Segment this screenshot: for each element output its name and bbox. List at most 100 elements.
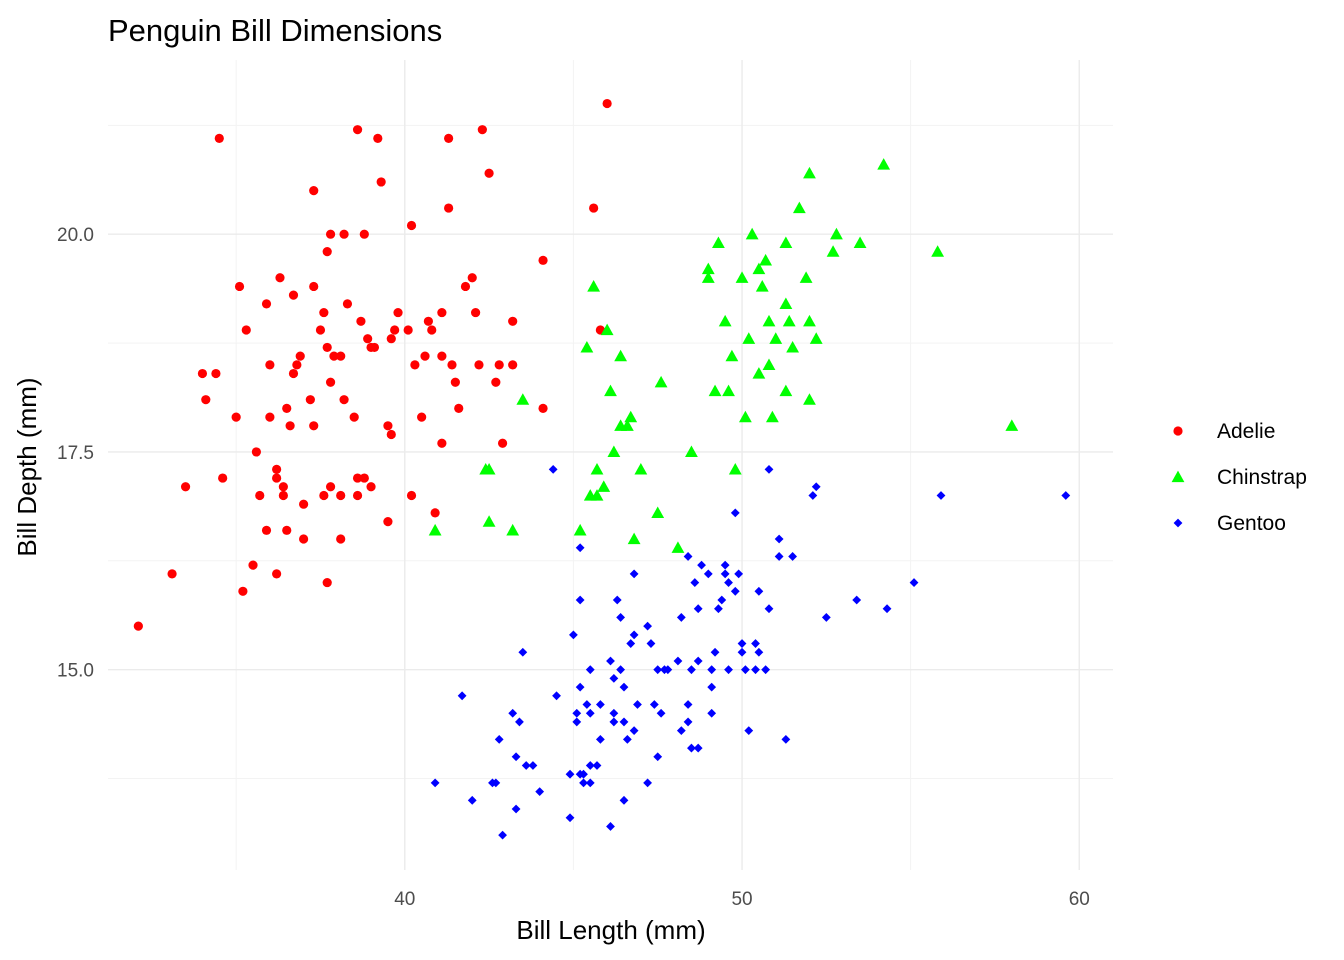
point-chinstrap <box>752 262 766 275</box>
legend-label: Adelie <box>1217 420 1275 443</box>
point-chinstrap <box>803 393 816 405</box>
point-adelie <box>491 377 501 387</box>
y-axis-title: Bill Depth (mm) <box>12 377 42 556</box>
point-adelie <box>417 412 427 422</box>
point-adelie <box>444 203 454 213</box>
point-gentoo <box>764 604 774 614</box>
point-gentoo <box>515 717 524 727</box>
point-adelie <box>336 490 346 501</box>
point-adelie <box>406 220 417 231</box>
point-gentoo <box>649 700 659 709</box>
point-adelie <box>325 482 336 492</box>
point-gentoo <box>687 665 696 675</box>
point-gentoo <box>774 534 784 544</box>
y-tick-label: 17.5 <box>57 443 94 464</box>
point-gentoo <box>730 508 740 518</box>
point-adelie <box>180 482 191 492</box>
point-adelie <box>275 273 285 283</box>
point-chinstrap <box>651 506 665 519</box>
point-chinstrap <box>735 271 749 283</box>
point-adelie <box>508 360 518 370</box>
point-adelie <box>292 360 302 370</box>
point-adelie <box>497 438 508 448</box>
point-gentoo <box>619 795 629 805</box>
point-adelie <box>265 360 275 370</box>
point-gentoo <box>653 665 663 675</box>
x-axis-title: Bill Length (mm) <box>516 915 705 945</box>
point-adelie <box>359 473 369 483</box>
point-gentoo <box>606 656 615 666</box>
point-gentoo <box>622 734 632 744</box>
point-gentoo <box>585 761 595 770</box>
point-gentoo <box>548 464 558 474</box>
point-adelie <box>356 316 366 326</box>
point-adelie <box>352 490 363 501</box>
point-chinstrap <box>590 462 604 475</box>
point-adelie <box>538 403 548 413</box>
point-adelie <box>305 395 315 405</box>
point-gentoo <box>585 778 595 788</box>
plot-grid <box>108 60 1113 870</box>
point-adelie <box>272 473 282 483</box>
point-adelie <box>218 473 228 483</box>
point-gentoo <box>744 726 754 736</box>
point-chinstrap <box>931 245 945 257</box>
point-gentoo <box>761 665 771 675</box>
point-gentoo <box>528 761 538 770</box>
point-chinstrap <box>853 236 867 249</box>
point-adelie <box>494 360 504 370</box>
point-adelie <box>309 421 319 431</box>
point-gentoo <box>498 830 507 840</box>
point-gentoo <box>609 673 619 683</box>
point-gentoo <box>430 778 440 788</box>
point-gentoo <box>643 621 652 631</box>
point-gentoo <box>511 752 521 762</box>
point-adelie <box>484 168 494 178</box>
legend-key-circle <box>1173 426 1183 436</box>
point-adelie <box>386 334 396 344</box>
point-chinstrap <box>604 384 617 397</box>
point-adelie <box>288 368 299 379</box>
point-gentoo <box>683 717 693 727</box>
point-adelie <box>285 421 295 431</box>
point-gentoo <box>714 604 723 614</box>
point-gentoo <box>643 778 652 788</box>
point-adelie <box>342 299 353 309</box>
point-adelie <box>309 281 319 292</box>
series-chinstrap <box>428 158 1019 553</box>
point-chinstrap <box>779 384 793 397</box>
point-gentoo <box>774 552 784 561</box>
point-adelie <box>471 307 481 318</box>
series-adelie <box>133 98 612 631</box>
point-chinstrap <box>624 410 638 423</box>
point-chinstrap <box>742 332 756 344</box>
point-chinstrap <box>759 253 773 266</box>
point-gentoo <box>693 743 703 753</box>
point-adelie <box>474 360 484 370</box>
point-adelie <box>211 368 221 379</box>
point-gentoo <box>491 778 501 788</box>
point-adelie <box>430 508 440 518</box>
point-gentoo <box>683 700 693 709</box>
point-gentoo <box>629 630 639 640</box>
point-gentoo <box>909 578 919 587</box>
point-chinstrap <box>701 262 715 275</box>
point-adelie <box>295 351 305 361</box>
point-adelie <box>248 560 258 570</box>
point-chinstrap <box>600 323 614 336</box>
point-gentoo <box>710 647 720 657</box>
point-gentoo <box>629 726 639 736</box>
x-tick-label: 60 <box>1069 889 1090 910</box>
point-gentoo <box>595 700 605 709</box>
point-adelie <box>602 98 612 109</box>
point-gentoo <box>535 787 545 797</box>
point-gentoo <box>565 813 575 823</box>
point-chinstrap <box>762 358 776 370</box>
x-tick-label: 50 <box>731 889 752 910</box>
point-chinstrap <box>685 445 698 458</box>
point-gentoo <box>737 647 747 657</box>
point-adelie <box>352 125 363 135</box>
point-chinstrap <box>482 515 496 527</box>
point-gentoo <box>518 647 528 657</box>
point-chinstrap <box>752 367 766 379</box>
